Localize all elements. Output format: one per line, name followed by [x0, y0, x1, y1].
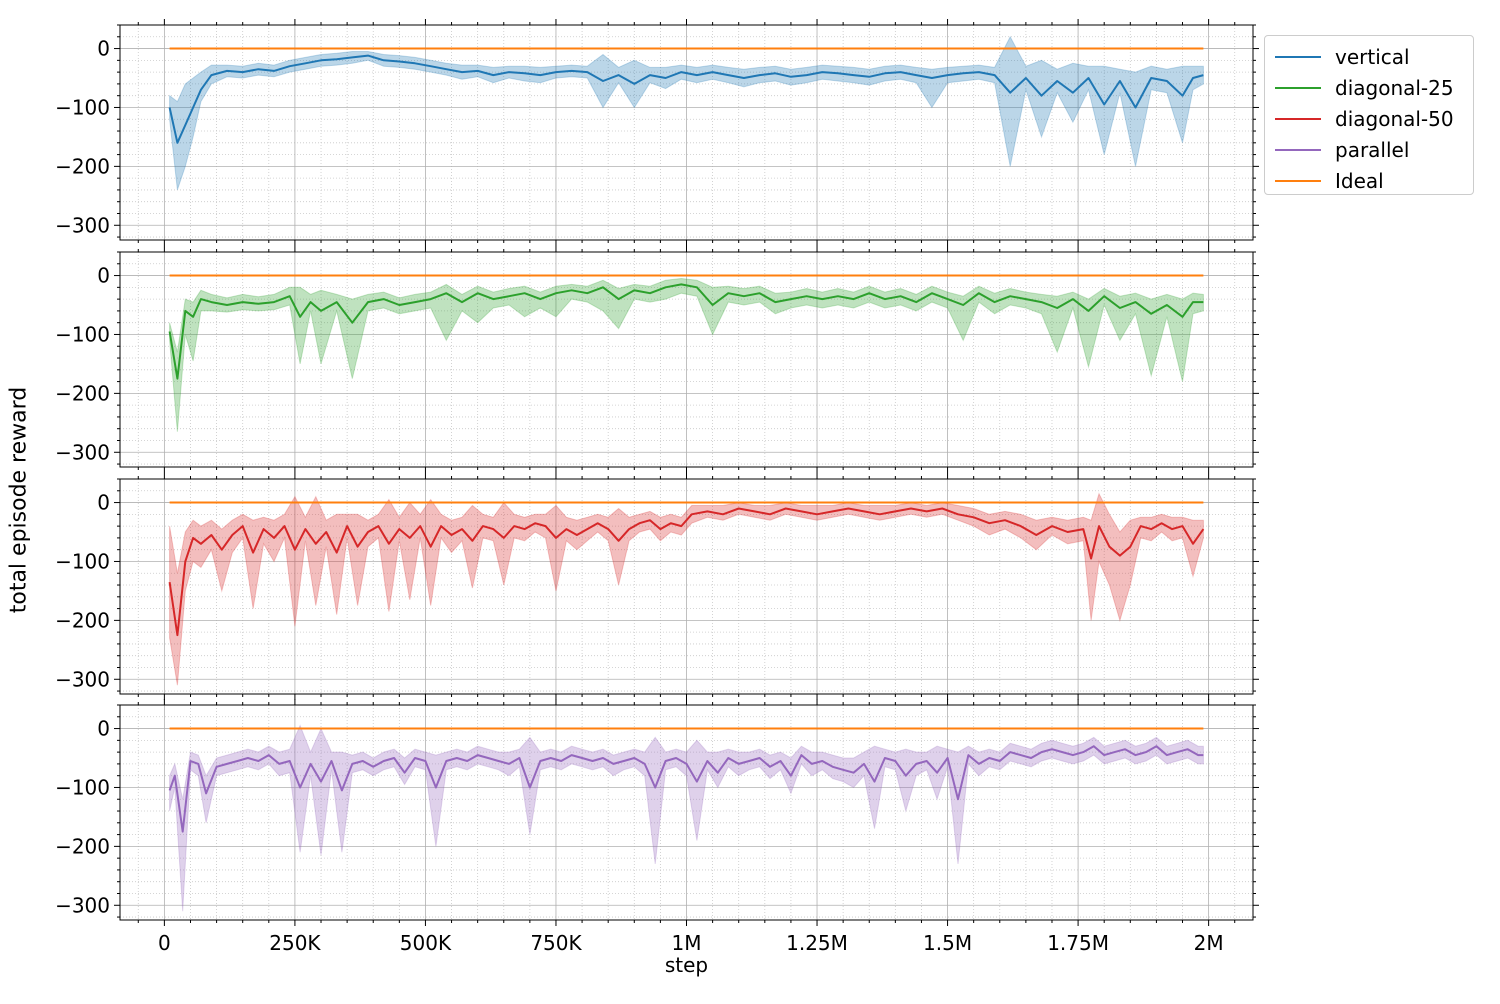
y-tick-label: −200 [55, 834, 110, 858]
panel-diagonal-25: 0 −100 −200 −300 [55, 246, 1259, 473]
x-tick-label: 250K [269, 931, 321, 955]
y-tick-label: 0 [97, 491, 110, 515]
panel-diagonal-50: 0 −100 −200 −300 [55, 473, 1259, 700]
y-tick-label: −200 [55, 381, 110, 405]
y-tick-label: 0 [97, 717, 110, 741]
x-tick-label: 750K [530, 931, 582, 955]
series-line-vertical [168, 54, 1204, 144]
legend-label: vertical [1335, 45, 1410, 69]
panel-parallel: 0 −100 −200 −300 0 250K 500K 750K 1M 1.25M 1.5M 1.7… [55, 699, 1259, 955]
legend: vertical diagonal-25 diagonal-50 paralle… [1264, 35, 1474, 195]
legend-swatch [1275, 118, 1321, 120]
series-line-parallel [168, 745, 1204, 833]
y-tick-label: −100 [55, 322, 110, 346]
legend-swatch [1275, 149, 1321, 151]
series-line-diagonal-25 [168, 283, 1204, 380]
x-tick-label: 1.25M [786, 931, 848, 955]
y-tick-label: −200 [55, 154, 110, 178]
x-tick-label: 1M [672, 931, 702, 955]
legend-label: diagonal-50 [1335, 107, 1454, 131]
legend-swatch [1275, 180, 1321, 182]
y-tick-label: 0 [97, 37, 110, 61]
y-tick-label: −100 [55, 95, 110, 119]
series-band-diagonal-25 [169, 277, 1204, 432]
y-tick-label: −100 [55, 549, 110, 573]
y-tick-label: −100 [55, 775, 110, 799]
y-tick-label: 0 [97, 264, 110, 288]
y-tick-label: −300 [55, 213, 110, 237]
y-tick-label: −300 [55, 440, 110, 464]
legend-swatch [1275, 56, 1321, 58]
legend-swatch [1275, 87, 1321, 89]
y-axis-label: total episode reward [7, 387, 32, 614]
panel-vertical: 0 −100 −200 −300 [55, 19, 1259, 246]
series-line-diagonal-50 [168, 507, 1205, 637]
y-tick-label: −200 [55, 608, 110, 632]
legend-label: Ideal [1335, 169, 1384, 193]
x-tick-label: 2M [1194, 931, 1224, 955]
x-tick-label: 1.75M [1047, 931, 1109, 955]
x-tick-label: 500K [400, 931, 452, 955]
y-tick-label: −300 [55, 667, 110, 691]
legend-label: diagonal-25 [1335, 76, 1454, 100]
series-band-parallel [169, 724, 1204, 912]
x-tick-label: 1.5M [923, 931, 972, 955]
legend-label: parallel [1335, 138, 1410, 162]
y-tick-label: −300 [55, 893, 110, 917]
x-axis-label: step [665, 953, 708, 977]
x-tick-label: 0 [158, 931, 171, 955]
